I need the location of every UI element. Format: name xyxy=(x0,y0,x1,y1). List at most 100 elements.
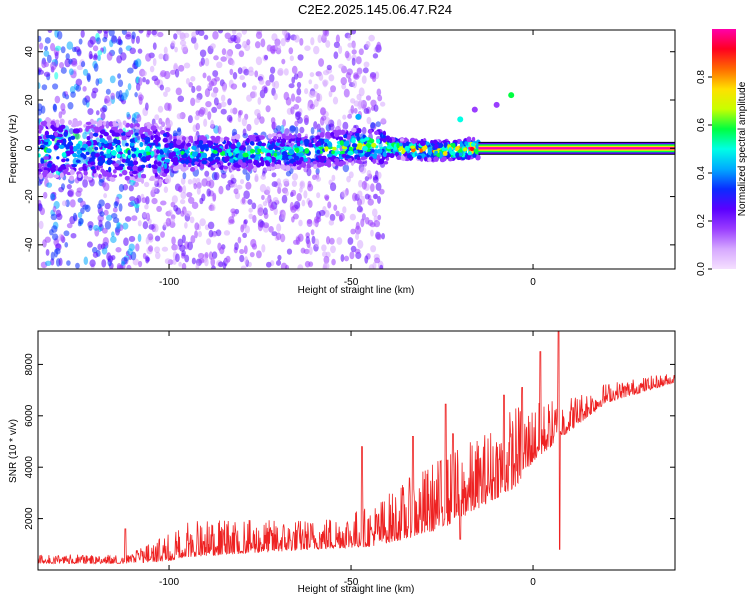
spectrogram-cell xyxy=(120,52,127,61)
spectrogram-cell xyxy=(472,153,477,158)
spectrogram-cell xyxy=(164,178,170,183)
spectrogram-cell xyxy=(363,107,370,114)
spectrogram-cell xyxy=(162,137,168,143)
spectrogram-cell xyxy=(207,221,215,230)
spectrogram-cell xyxy=(241,162,247,167)
spectrogram-cell xyxy=(179,40,187,47)
spectrogram-cell xyxy=(237,115,242,123)
spectrogram-frame xyxy=(37,29,676,270)
spectrogram-cell xyxy=(131,215,138,222)
spectrogram-cell xyxy=(240,265,247,269)
spectrogram-cell xyxy=(78,120,83,126)
spectrogram-cell xyxy=(72,212,78,222)
spectrogram-cell xyxy=(225,184,231,191)
spectrogram-cell xyxy=(66,222,73,229)
spectrogram-cell xyxy=(137,48,143,54)
spectrogram-cell xyxy=(45,260,52,267)
spectrogram-cell xyxy=(299,126,305,134)
spectrogram-cell xyxy=(263,222,270,229)
spectrogram-cell xyxy=(92,120,97,125)
spectrogram-cell xyxy=(242,128,247,137)
spectrogram-cell xyxy=(244,225,251,234)
spectrogram-cell xyxy=(50,124,55,130)
spectrogram-cell xyxy=(187,241,194,251)
spectrogram-cell xyxy=(83,175,89,180)
spectrogram-cell xyxy=(330,131,335,137)
spectrogram-cell xyxy=(56,156,60,160)
spectrogram-cell xyxy=(106,52,113,61)
spectrogram-cell xyxy=(69,199,76,208)
spectrogram-cell xyxy=(367,129,373,135)
spectrogram-cell xyxy=(297,71,304,79)
spectrogram-cell xyxy=(128,235,136,243)
spectrogram-cell xyxy=(145,145,151,152)
spectrogram-cell xyxy=(98,219,103,228)
spectrogram-cell xyxy=(220,56,227,62)
spectrogram-cell xyxy=(399,142,403,147)
spectrogram-cell xyxy=(104,202,111,210)
spectrogram-cell xyxy=(69,175,75,181)
spectrogram-cell xyxy=(113,201,118,209)
spectrogram-cell xyxy=(462,147,468,152)
spectrogram-cell xyxy=(294,200,301,210)
spectrogram-cell xyxy=(213,171,220,181)
spectrogram-cell xyxy=(234,43,242,50)
spectrogram-cell xyxy=(145,102,149,111)
colorbar-ticks: 0.0 0.2 0.4 0.6 0.8 xyxy=(696,70,712,276)
spectrogram-cell xyxy=(134,132,139,136)
spectrogram-cell xyxy=(184,159,190,165)
spectrogram-cell xyxy=(42,191,48,199)
spectrogram-cell xyxy=(50,251,55,261)
spectrogram-cell xyxy=(365,40,371,48)
spectrogram-cell xyxy=(99,125,105,130)
spectrogram-cell xyxy=(277,186,282,195)
spectrogram-cell xyxy=(112,207,118,213)
spectrogram-cell xyxy=(369,222,376,228)
spectrogram-cell xyxy=(65,53,70,61)
spectrogram-cell xyxy=(340,76,347,86)
spectrogram-cell xyxy=(105,214,113,221)
spectrogram-cell xyxy=(416,155,422,160)
spectrogram-cell xyxy=(41,59,47,69)
spectrogram-cell xyxy=(64,168,68,175)
spectrogram-cell xyxy=(277,155,283,160)
spectrogram-cell xyxy=(101,259,107,268)
spectrogram-cell xyxy=(144,139,149,145)
spectrogram-cell xyxy=(180,177,186,185)
spectrogram-cell xyxy=(341,190,348,198)
spectrogram-cell xyxy=(55,209,62,218)
spectrogram-cell xyxy=(150,125,157,131)
spectrogram-cell xyxy=(129,175,135,181)
spectrogram-cell xyxy=(173,161,178,166)
spectrogram-cell xyxy=(108,30,115,37)
spectrogram-cell xyxy=(350,105,355,114)
spectrogram-cell xyxy=(308,261,314,267)
spectrogram-cell xyxy=(144,204,149,210)
spectrogram-cell xyxy=(130,147,137,152)
spectrogram-cell xyxy=(124,216,132,222)
spectrogram-cell xyxy=(50,193,56,201)
spectrogram-cell xyxy=(82,178,88,188)
spectrogram-cell xyxy=(44,236,51,243)
spectrogram-cell xyxy=(171,236,176,245)
spectrogram-cell xyxy=(131,117,136,124)
spectrogram-cell xyxy=(230,177,237,184)
spectrogram-cell xyxy=(72,121,76,127)
spectrogram-cell xyxy=(138,96,143,105)
spectrogram-cell xyxy=(82,165,87,171)
spectrogram-cell xyxy=(303,138,310,144)
spectrogram-cell xyxy=(266,156,271,161)
spectrogram-cell xyxy=(164,102,171,111)
spectrogram-cell xyxy=(263,212,269,219)
spectrogram-cell xyxy=(193,182,198,190)
spectrogram-cell xyxy=(216,148,223,153)
spectrogram-cell xyxy=(45,249,50,256)
spectrogram-cell xyxy=(177,127,182,133)
spectrogram-cell xyxy=(160,231,165,238)
spectrogram-cell xyxy=(50,61,57,71)
spectrogram-cell xyxy=(67,190,74,197)
spectrogram-cell xyxy=(355,56,362,65)
spectrogram-cell xyxy=(257,222,263,232)
spectrogram-cell xyxy=(107,255,114,263)
spectrogram-cell xyxy=(351,57,356,66)
